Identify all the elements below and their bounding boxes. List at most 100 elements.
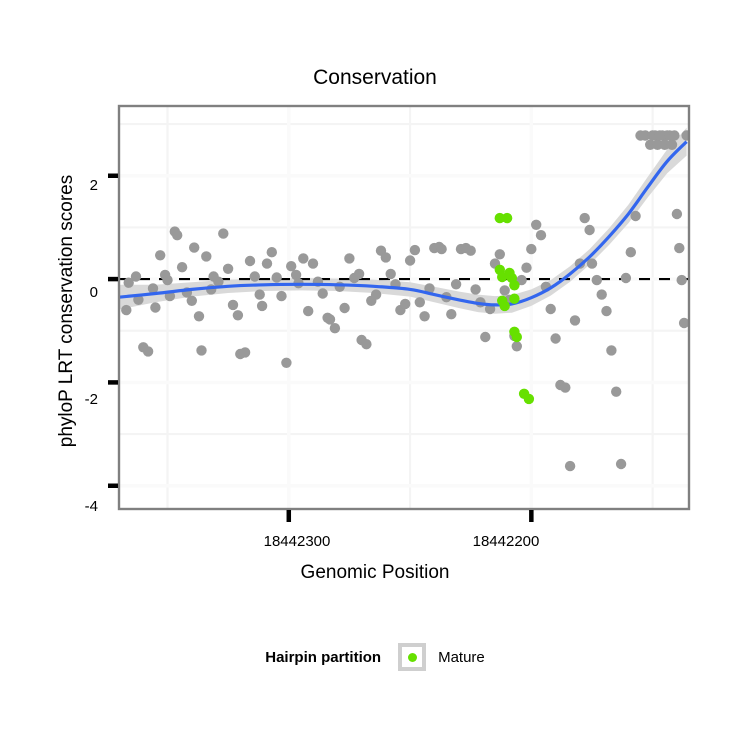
scatter-point [133,294,144,305]
scatter-point [521,262,532,273]
scatter-point [678,317,689,329]
scatter-point [256,300,268,312]
scatter-point [630,210,641,222]
legend-dot-icon [407,652,417,662]
scatter-point [222,263,234,274]
scatter-points-other [121,130,689,472]
scatter-point [244,255,256,267]
axis-ticks [108,173,534,522]
scatter-point [339,302,350,314]
scatter-point [266,247,277,258]
loess-smooth-line [119,140,688,307]
scatter-point [569,315,581,326]
x-tick-label-18442200: 18442200 [472,533,540,550]
scatter-point [560,382,571,393]
scatter-point [531,219,542,230]
scatter-point [511,341,522,352]
scatter-point [370,289,382,300]
scatter-point [509,293,520,304]
scatter-point [584,224,595,236]
scatter-point [579,212,590,224]
scatter-point [535,230,547,241]
scatter-point [669,130,680,141]
scatter-point [213,276,224,287]
scatter-point [298,253,309,264]
scatter-point [189,242,200,253]
scatter-point [344,253,355,264]
scatter-point [329,323,341,334]
scatter-point [172,230,183,241]
scatter-point [276,290,287,302]
y-tick-label-m2: -2 [84,391,98,408]
scatter-point [281,357,292,368]
scatter-point [606,345,617,356]
scatter-point [671,208,683,220]
scatter-point [249,271,260,282]
scatter-point [480,331,491,343]
scatter-point [501,212,513,224]
scatter-point [494,249,505,260]
scatter-point [317,288,328,299]
scatter-point [196,345,207,356]
scatter-point [596,289,607,300]
scatter-point [147,283,159,294]
scatter-point [404,255,416,266]
scatter-point [494,212,505,224]
scatter-point [324,314,336,325]
scatter-point [591,274,602,286]
scatter-point [436,243,447,255]
scatter-point [470,284,481,295]
scatter-point [414,297,425,308]
scatter-point [142,346,154,357]
scatter-point [424,283,435,294]
scatter-point [193,311,205,322]
scatter-point [218,228,229,239]
y-tick-label-2: 2 [89,177,98,194]
scatter-point [659,139,670,150]
scatter-point [353,268,365,280]
scatter-point [419,311,430,322]
scatter-point [130,271,142,282]
page-title: Conservation [313,66,437,89]
legend-title: Hairpin partition [265,648,382,666]
scatter-point [511,331,522,343]
scatter-point [150,302,161,313]
scatter-point [290,269,302,281]
scatter-point [499,285,510,296]
scatter-point [601,305,612,317]
scatter-point [201,251,212,262]
scatter-point [640,130,651,141]
scatter-point [400,298,411,310]
scatter-point [254,289,265,300]
scatter-point [586,258,598,269]
scatter-point [385,268,396,280]
scatter-point [261,258,273,269]
scatter-point [625,247,636,258]
scatter-points-mature [494,212,535,405]
x-tick-label-18442300: 18442300 [263,533,331,550]
panel-border [117,104,691,511]
scatter-point [380,252,391,263]
scatter-point [645,139,656,150]
y-tick-label-0: 0 [89,284,98,301]
scatter-point [611,386,622,397]
scatter-point [516,274,527,286]
scatter-point [186,295,197,306]
scatter-point [232,310,244,321]
legend-key-mature[interactable] [398,643,427,671]
scatter-point [361,339,372,350]
scatter-point [271,272,282,283]
confidence-band [119,127,687,314]
scatter-point [564,460,576,472]
scatter-point [239,347,251,358]
scatter-point [121,304,132,316]
scatter-point [307,258,319,269]
legend-label-mature: Mature [438,648,485,666]
legend: Hairpin partition Mature [0,643,750,671]
scatter-point [615,458,627,470]
scatter-point [446,309,457,320]
scatter-point [176,262,188,273]
scatter-point [227,299,239,311]
